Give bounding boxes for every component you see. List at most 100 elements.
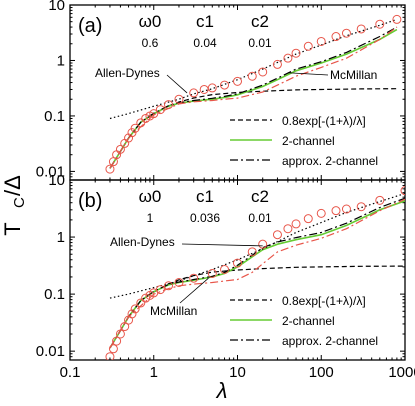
data-point <box>247 71 257 81</box>
data-point <box>375 19 385 29</box>
data-point <box>207 268 217 278</box>
panel-a: 0.01 0.1 1 10 (a) ω0 0.6 c1 0.04 c2 0.01 0.8exp[-(1… <box>36 0 406 181</box>
data-point <box>115 144 125 154</box>
data-point <box>130 123 140 133</box>
annotation-leader <box>287 72 329 76</box>
data-point <box>272 230 282 240</box>
parameter-value: 0.6 <box>142 36 159 50</box>
panel-b: 0.01 0.1 1 10 0.1 1 10 100 1000 (b) ω0 1 c1 0.036 c2 0.… <box>36 172 415 381</box>
panel-label: (b) <box>78 190 102 212</box>
data-point <box>149 109 159 119</box>
annotation-leader <box>179 277 209 304</box>
data-point <box>356 202 366 212</box>
data-point <box>120 322 130 332</box>
annotation-label: McMillan <box>150 304 197 318</box>
y-tick-label: 1 <box>57 52 65 69</box>
annotation-label: McMillan <box>330 68 377 82</box>
data-point <box>141 113 151 123</box>
annotation-label: Allen-Dynes <box>95 66 160 80</box>
series-line-4 <box>109 198 405 349</box>
data-point <box>174 94 184 104</box>
x-tick-label: 100 <box>309 364 334 381</box>
y-axis-label-main: T <box>0 222 25 235</box>
parameter-value: 0.04 <box>193 36 217 50</box>
data-point <box>233 76 242 86</box>
parameter-value: 1 <box>147 211 154 225</box>
x-tick-label: 10 <box>229 364 246 381</box>
series-line-3 <box>109 18 398 120</box>
data-point <box>283 53 293 63</box>
panel-label: (a) <box>78 15 102 37</box>
data-point <box>207 83 217 93</box>
parameter-value: 0.036 <box>190 211 220 225</box>
data-point <box>220 80 230 90</box>
y-tick-label: 1 <box>57 229 65 246</box>
parameter-name: ω0 <box>139 187 162 206</box>
legend-label: approx. 2-channel <box>282 154 378 168</box>
data-point <box>356 24 366 34</box>
data-point <box>331 32 341 42</box>
data-point <box>331 206 341 216</box>
data-point <box>303 41 313 51</box>
data-point <box>155 285 165 295</box>
parameter-name: c1 <box>196 12 214 31</box>
data-point <box>199 84 209 94</box>
data-point <box>112 336 122 346</box>
data-point <box>400 186 405 196</box>
annotation-leader <box>181 243 263 247</box>
data-point <box>155 105 165 115</box>
data-point <box>303 214 313 224</box>
data-point <box>272 59 282 69</box>
series-line-2 <box>109 26 398 169</box>
data-point <box>105 164 115 174</box>
y-tick-label: 10 <box>48 172 65 189</box>
x-axis-label: λ <box>216 378 228 403</box>
y-tick-label: 0.01 <box>36 343 65 360</box>
series-line-4 <box>109 26 398 169</box>
data-point <box>115 329 125 339</box>
y-axis-label-sub: C <box>11 197 28 208</box>
data-point <box>316 36 326 46</box>
data-point <box>291 219 301 229</box>
annotation-leader <box>166 74 188 94</box>
data-point <box>105 352 115 360</box>
data-point <box>127 309 137 319</box>
plot-frame <box>69 179 406 361</box>
data-point <box>220 264 230 274</box>
x-tick-label: 1000 <box>388 364 415 381</box>
x-tick-label: 0.1 <box>60 364 81 381</box>
legend-label: 2-channel <box>282 314 335 328</box>
data-point <box>375 195 385 205</box>
legend-label: 2-channel <box>282 134 335 148</box>
data-point <box>163 281 173 291</box>
data-point <box>341 204 351 214</box>
x-tick-label: 1 <box>150 364 158 381</box>
annotation-label: Allen-Dynes <box>110 235 175 249</box>
data-point <box>291 48 301 58</box>
data-point <box>189 88 199 98</box>
y-tick-label: 0.1 <box>44 108 65 125</box>
y-axis-label-rest: /Δ <box>0 175 25 196</box>
data-point <box>130 304 140 314</box>
data-point <box>189 273 199 283</box>
parameter-name: c2 <box>251 12 269 31</box>
data-point <box>136 298 146 308</box>
parameter-value: 0.01 <box>248 211 272 225</box>
data-point <box>316 208 326 218</box>
data-point <box>392 14 402 24</box>
legend-label: approx. 2-channel <box>282 334 378 348</box>
series-line-1 <box>109 28 398 169</box>
parameter-name: c1 <box>196 187 214 206</box>
y-tick-label: 10 <box>48 0 65 14</box>
parameter-name: ω0 <box>139 12 162 31</box>
series-line-2 <box>109 197 405 349</box>
data-point <box>258 239 268 249</box>
data-point <box>283 224 293 234</box>
legend-label: 0.8exp[-(1+λ)/λ] <box>282 114 366 128</box>
parameter-value: 0.01 <box>248 36 272 50</box>
data-point <box>233 258 242 268</box>
data-point <box>108 344 118 354</box>
data-point <box>247 247 257 257</box>
data-point <box>174 277 184 287</box>
